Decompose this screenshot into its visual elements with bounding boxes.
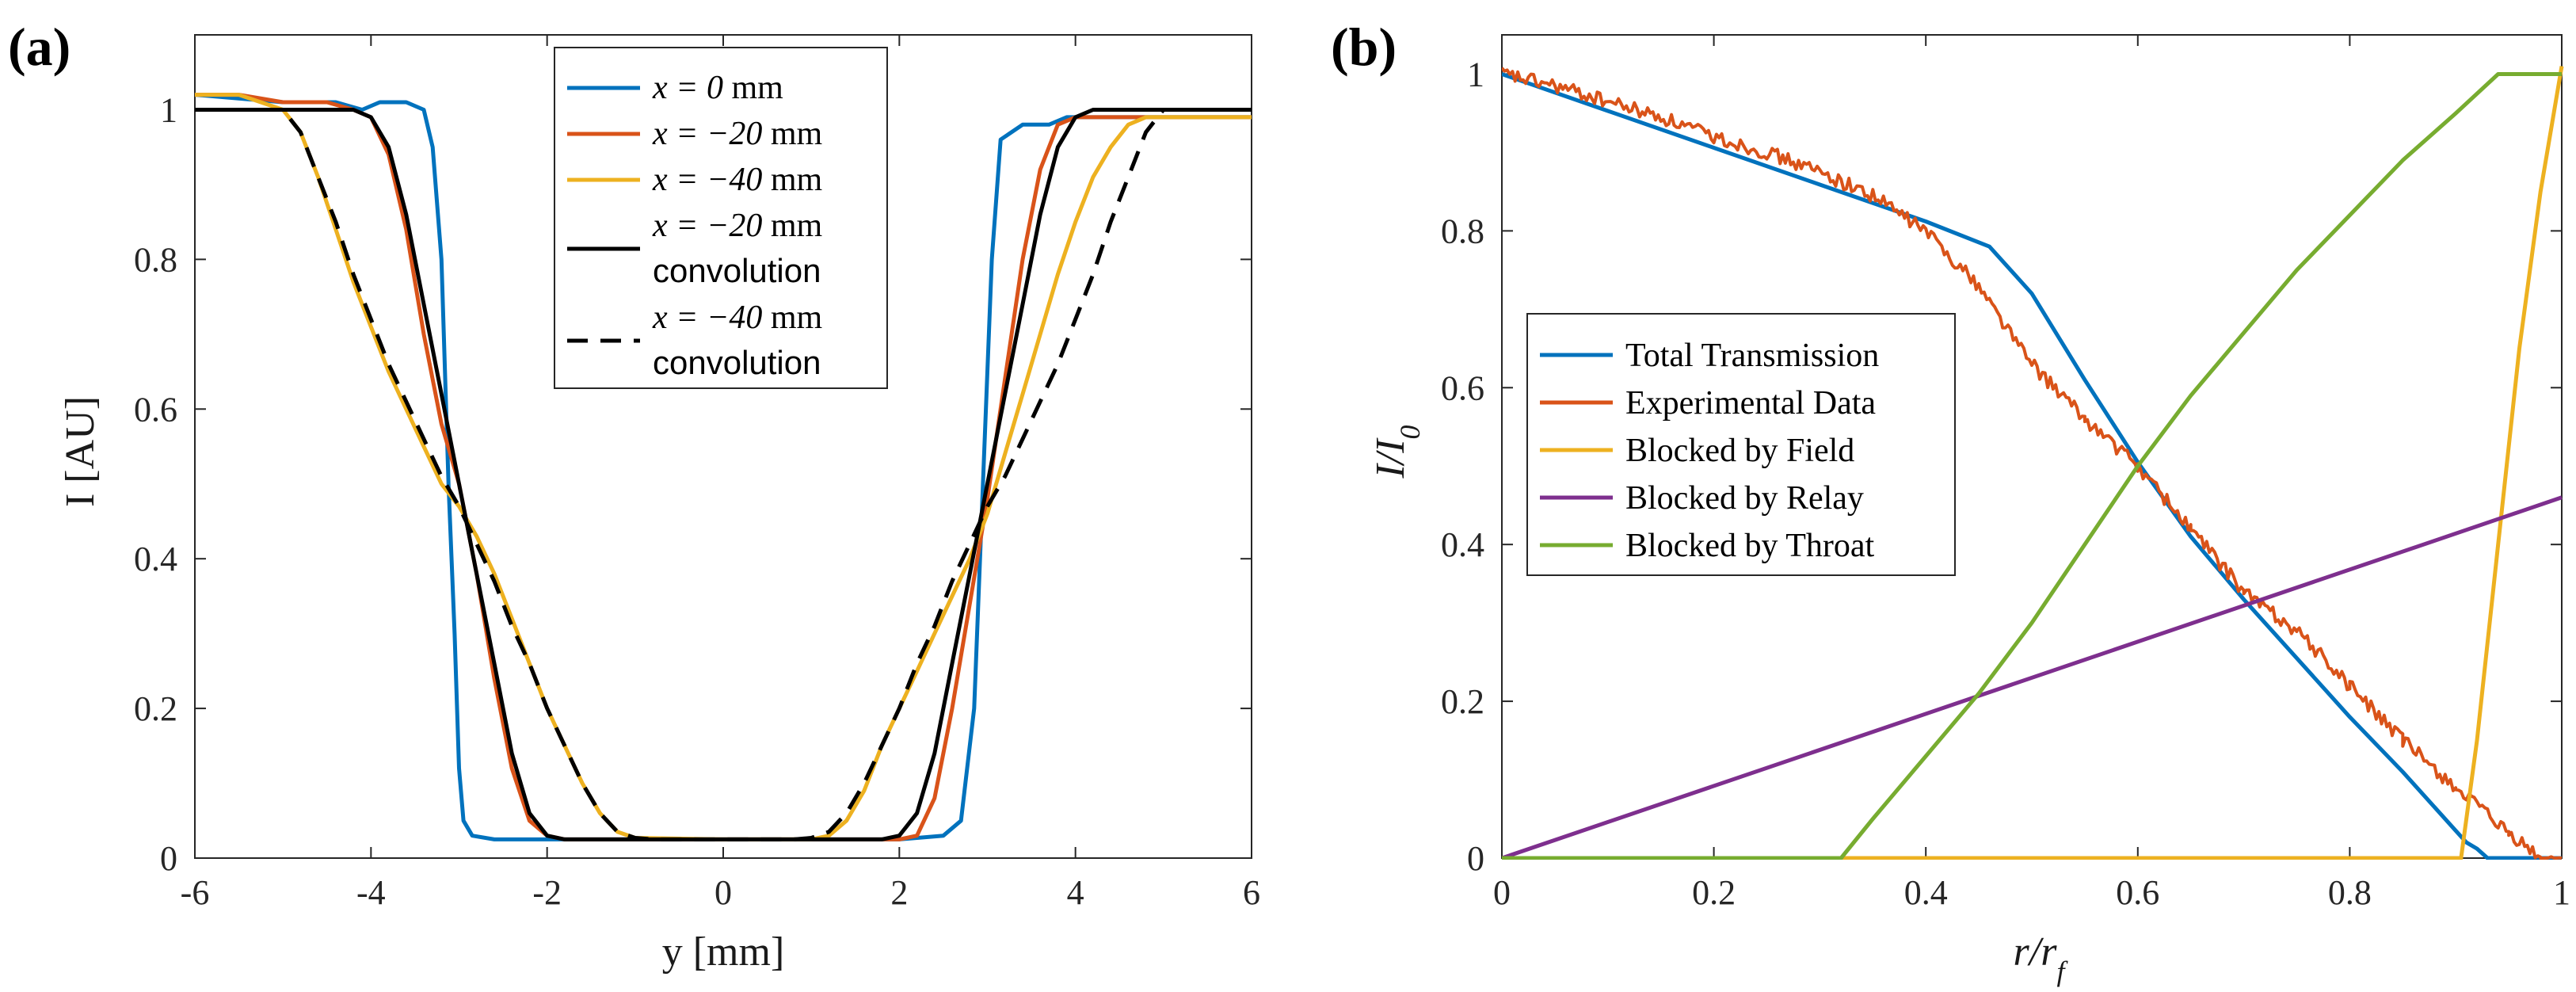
x-tick-label: 2 (890, 873, 908, 912)
x-tick-label: -4 (356, 873, 386, 912)
y-tick-label: 0.2 (1441, 682, 1484, 721)
y-axis-label: I/I0 (1368, 425, 1426, 479)
legend: Total Transmission Experimental Data Block… (1526, 313, 1956, 576)
legend-entry: x = −40 mm (652, 300, 822, 336)
series-line-2 (1502, 67, 2563, 860)
y-tick-label: 0 (1467, 839, 1484, 878)
x-tick-label: 1 (2553, 873, 2570, 912)
x-tick-label: 0 (714, 873, 732, 912)
x-tick-label: 0.8 (2328, 873, 2372, 912)
plot-area: 0 0.2 0.4 0.6 0.8 1 0 0.2 0.4 0.6 0.8 1 Total Transm… (1441, 34, 2570, 912)
series-line-4 (1502, 495, 2563, 860)
y-axis-label: I [AU] (58, 396, 103, 507)
legend-entry: Total Transmission (1625, 338, 1879, 374)
panel-label: (b) (1331, 17, 1397, 77)
legend-entry: Blocked by Field (1625, 433, 1854, 469)
x-tick-label: 0.2 (1692, 873, 1736, 912)
y-tick-label: 0.2 (134, 689, 177, 728)
x-tick-label: 6 (1243, 873, 1260, 912)
y-tick-label: 0.4 (134, 540, 177, 578)
x-tick-label: 0 (1493, 873, 1511, 912)
y-tick-label: 0.8 (1441, 212, 1484, 250)
series-line-5 (1502, 72, 2562, 860)
series-line-5 (195, 108, 1252, 841)
y-tick-label: 1 (1467, 55, 1484, 93)
x-tick-label: 4 (1067, 873, 1084, 912)
plot-area: -6 -4 -2 0 2 4 6 0 0.2 0.4 0.6 0.8 1 x = 0 mm x = −20 … (134, 34, 1260, 912)
y-tick-label: 0.4 (1441, 525, 1484, 564)
legend: x = 0 mm x = −20 mm x = −40 mm x = −20 mm co… (554, 47, 888, 389)
x-tick-label: -6 (181, 873, 210, 912)
legend-box (1526, 313, 1956, 576)
series-line-1 (195, 93, 1252, 841)
legend-box (554, 47, 888, 389)
series-line-4 (195, 108, 1252, 841)
y-tick-label: 0.6 (1441, 368, 1484, 407)
x-tick-label: -2 (532, 873, 562, 912)
panel-b: (b) 0 0.2 0.4 0.6 0.8 1 0 0.2 0.4 0.6 0.8 1 Total Tr… (1331, 17, 2570, 987)
legend-entry: Blocked by Relay (1625, 480, 1864, 517)
legend-entry: convolution (653, 344, 821, 381)
x-axis-label: y [mm] (662, 929, 785, 975)
legend-entry: x = −40 mm (652, 162, 822, 198)
legend-entry: convolution (653, 252, 821, 289)
legend-entry: x = 0 mm (652, 70, 783, 106)
legend-entry: Experimental Data (1625, 385, 1876, 422)
panel-a: (a) -6 -4 -2 0 2 4 600.20.40.60.81x = 0 mmx = … (8, 17, 1260, 975)
legend-entry: Blocked by Throat (1625, 528, 1874, 564)
x-axis-label: r/rf (2014, 929, 2069, 987)
y-tick-label: 1 (160, 90, 177, 129)
legend-entry: x = −20 mm (652, 208, 822, 244)
series-line-3 (1502, 66, 2564, 860)
y-tick-label: 0 (160, 839, 177, 878)
panel-label: (a) (8, 17, 70, 77)
y-tick-label: 0.6 (134, 390, 177, 429)
legend-entry: x = −20 mm (652, 116, 822, 152)
y-tick-label: 0.8 (134, 240, 177, 279)
x-tick-label: 0.6 (2116, 873, 2159, 912)
x-tick-label: 0.4 (1904, 873, 1948, 912)
